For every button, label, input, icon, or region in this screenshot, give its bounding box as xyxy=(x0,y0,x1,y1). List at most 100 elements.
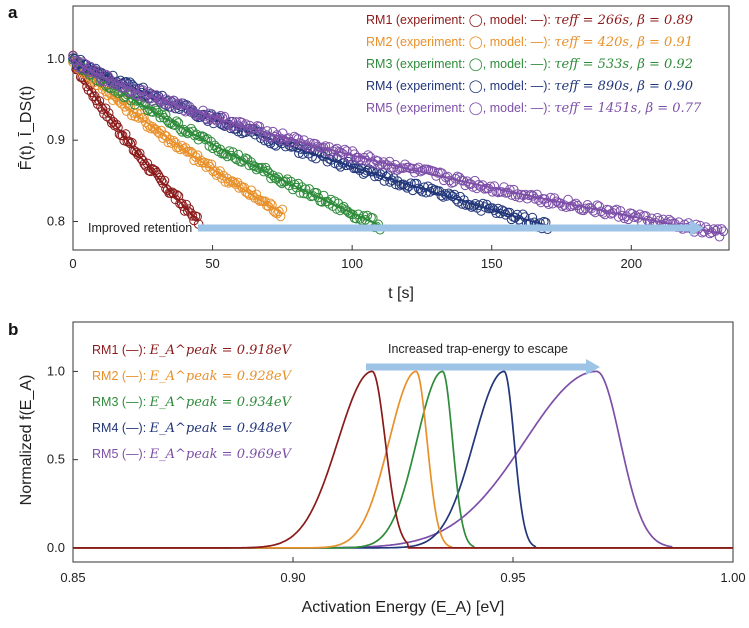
model-line xyxy=(72,58,381,227)
data-point xyxy=(125,138,136,149)
panel-a-xtick-label: 50 xyxy=(205,256,219,271)
panel-b-data xyxy=(73,370,733,549)
panel-b-ytick-label: 1.0 xyxy=(47,363,65,378)
data-point xyxy=(144,104,155,114)
panel-a-ytick-label: 0.9 xyxy=(47,132,65,147)
data-point xyxy=(110,120,120,131)
data-point xyxy=(320,141,331,151)
data-point xyxy=(708,224,719,234)
panel-b-ylabel: Normalized f(E_A) xyxy=(18,375,35,506)
legend-item-rm3: RM3 (experiment: ◯, model: —): τeff = 53… xyxy=(366,57,693,72)
panel-a-ytick-label: 0.8 xyxy=(47,214,65,229)
data-point xyxy=(445,190,456,200)
data-point xyxy=(171,100,181,110)
data-point xyxy=(430,185,441,195)
legend-item-rm2: RM2 (experiment: ◯, model: —): τeff = 42… xyxy=(366,35,693,50)
data-point xyxy=(156,175,167,186)
model-line xyxy=(72,58,724,235)
data-point xyxy=(184,204,195,214)
panel-a-xtick-label: 150 xyxy=(481,256,503,271)
panel-a-data xyxy=(68,50,729,242)
data-point xyxy=(299,135,309,145)
data-point xyxy=(158,178,168,188)
data-point xyxy=(154,128,165,139)
data-point xyxy=(179,124,189,135)
data-point xyxy=(96,102,106,112)
panel-b-ticks: 0.85 0.90 0.95 1.00 0.0 0.5 1.0 xyxy=(47,363,746,585)
legend-item-rm1: RM1 (—): E_A^peak = 0.918eV xyxy=(92,343,293,358)
data-point xyxy=(133,150,143,160)
panel-b-legend: RM1 (—): E_A^peak = 0.918eV RM2 (—): E_A^… xyxy=(92,343,293,462)
data-point xyxy=(613,212,624,222)
data-point xyxy=(239,155,249,165)
panel-a-xlabel: t [s] xyxy=(388,285,414,302)
panel-b-arrow-head xyxy=(586,359,600,375)
data-point xyxy=(218,170,229,181)
panel-a: a 0 50 100 150 200 0.8 0.9 1.0 RM1 (experiment:… xyxy=(8,3,730,302)
data-point xyxy=(147,122,158,132)
data-point xyxy=(139,159,150,169)
panel-b-ytick-label: 0.0 xyxy=(47,540,65,555)
data-point xyxy=(234,183,244,193)
data-point xyxy=(94,96,105,106)
data-point xyxy=(210,166,220,176)
panel-b: b 0.85 0.90 0.95 1.00 0.0 0.5 1.0 RM1 (—): E_A… xyxy=(8,320,746,616)
panel-a-xtick-label: 100 xyxy=(341,256,363,271)
data-point xyxy=(229,121,239,132)
data-point xyxy=(574,204,585,214)
panel-b-xtick-label: 0.85 xyxy=(60,570,85,585)
data-point xyxy=(140,117,151,127)
panel-a-ticks: 0 50 100 150 200 0.8 0.9 1.0 xyxy=(47,51,642,271)
panel-a-ytick-label: 1.0 xyxy=(47,51,65,66)
legend-item-rm1: RM1 (experiment: ◯, model: —): τeff = 26… xyxy=(366,13,693,28)
data-point xyxy=(136,153,146,164)
data-point xyxy=(161,131,172,141)
panel-a-annotation: Improved retention xyxy=(88,221,192,235)
panel-a-ylabel: F̄(t), Ī_DS(t) xyxy=(17,86,35,170)
data-point xyxy=(206,114,216,124)
data-point xyxy=(352,163,363,173)
data-point xyxy=(619,213,630,224)
data-point xyxy=(268,170,278,181)
panel-b-letter: b xyxy=(8,320,18,339)
data-point xyxy=(505,184,515,195)
panel-a-xtick-label: 0 xyxy=(69,256,76,271)
data-point xyxy=(191,152,201,162)
series-rm5 xyxy=(68,51,729,242)
panel-b-xtick-label: 0.90 xyxy=(280,570,305,585)
data-point xyxy=(217,112,228,123)
panel-a-xtick-label: 200 xyxy=(620,256,642,271)
data-point xyxy=(105,114,115,124)
data-point xyxy=(227,176,237,186)
data-point xyxy=(491,208,502,218)
legend-item-rm4: RM4 (—): E_A^peak = 0.948eV xyxy=(92,421,293,436)
data-point xyxy=(153,170,164,180)
data-point xyxy=(530,194,540,204)
legend-item-rm5: RM5 (—): E_A^peak = 0.969eV xyxy=(92,447,293,462)
legend-item-rm5: RM5 (experiment: ◯, model: —): τeff = 14… xyxy=(366,101,702,116)
data-point xyxy=(155,173,165,183)
panel-b-xlabel: Activation Energy (E_A) [eV] xyxy=(302,599,505,616)
data-point xyxy=(277,204,288,215)
data-point xyxy=(178,144,189,154)
data-point xyxy=(241,119,251,129)
panel-b-xtick-label: 0.95 xyxy=(500,570,525,585)
series-rm3 xyxy=(68,53,385,235)
panel-b-xtick-label: 1.00 xyxy=(720,570,745,585)
data-point xyxy=(151,124,161,135)
legend-item-rm2: RM2 (—): E_A^peak = 0.928eV xyxy=(92,369,293,384)
data-point xyxy=(91,95,102,106)
data-point xyxy=(342,206,353,216)
panel-a-legend: RM1 (experiment: ◯, model: —): τeff = 26… xyxy=(366,13,702,116)
panel-a-arrow-head xyxy=(690,220,704,236)
distribution-rm1 xyxy=(73,370,733,549)
model-line xyxy=(72,58,200,223)
panel-a-letter: a xyxy=(8,3,18,22)
data-point xyxy=(357,155,368,166)
data-point xyxy=(718,226,729,237)
panel-a-frame xyxy=(72,5,730,251)
data-point xyxy=(187,211,198,221)
panel-b-ytick-label: 0.5 xyxy=(47,452,65,467)
data-point xyxy=(291,182,302,193)
